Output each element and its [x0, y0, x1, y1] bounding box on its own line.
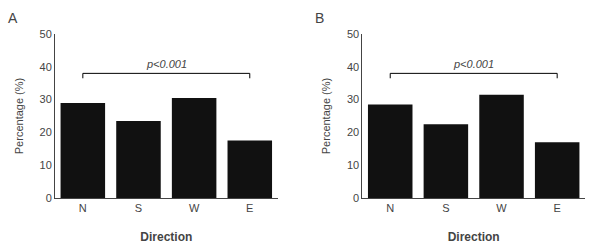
svg-text:10: 10: [40, 159, 52, 171]
svg-text:E: E: [246, 202, 253, 214]
svg-text:50: 50: [347, 28, 359, 40]
svg-text:N: N: [79, 202, 87, 214]
svg-text:10: 10: [347, 159, 359, 171]
svg-text:p<0.001: p<0.001: [453, 58, 494, 70]
svg-text:N: N: [386, 202, 394, 214]
svg-text:Direction: Direction: [140, 230, 192, 244]
svg-text:E: E: [554, 202, 561, 214]
svg-text:40: 40: [347, 61, 359, 73]
svg-text:A: A: [8, 10, 18, 26]
svg-text:0: 0: [353, 192, 359, 204]
svg-text:W: W: [189, 202, 200, 214]
svg-text:50: 50: [40, 28, 52, 40]
svg-text:20: 20: [347, 126, 359, 138]
svg-text:S: S: [442, 202, 449, 214]
svg-text:30: 30: [40, 93, 52, 105]
svg-text:W: W: [496, 202, 507, 214]
svg-text:30: 30: [347, 93, 359, 105]
svg-text:B: B: [315, 10, 324, 26]
svg-text:Direction: Direction: [448, 230, 500, 244]
svg-text:Percentage (%): Percentage (%): [13, 78, 25, 154]
svg-text:Percentage (%): Percentage (%): [320, 78, 332, 154]
svg-text:S: S: [135, 202, 142, 214]
svg-text:40: 40: [40, 61, 52, 73]
svg-text:0: 0: [46, 192, 52, 204]
svg-text:p<0.001: p<0.001: [146, 58, 187, 70]
svg-text:20: 20: [40, 126, 52, 138]
